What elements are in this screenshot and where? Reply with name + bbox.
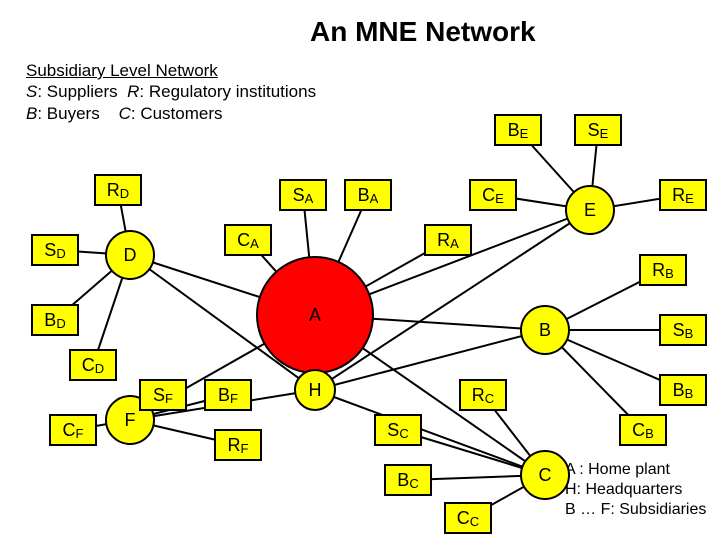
hub-label-E: E [584, 200, 596, 220]
hub-label-B: B [539, 320, 551, 340]
hub-label-D: D [124, 245, 137, 265]
hub-label-F: F [125, 410, 136, 430]
hub-label-A: A [309, 305, 321, 325]
hub-label-C: C [539, 465, 552, 485]
network-diagram: AHBCDEFBESERECERDSDBDCDSABACARASFBFCFRFR… [0, 0, 720, 540]
hubs-layer: A H B C D E F [106, 186, 614, 499]
edge [315, 390, 545, 475]
hub-label-H: H [309, 380, 322, 400]
